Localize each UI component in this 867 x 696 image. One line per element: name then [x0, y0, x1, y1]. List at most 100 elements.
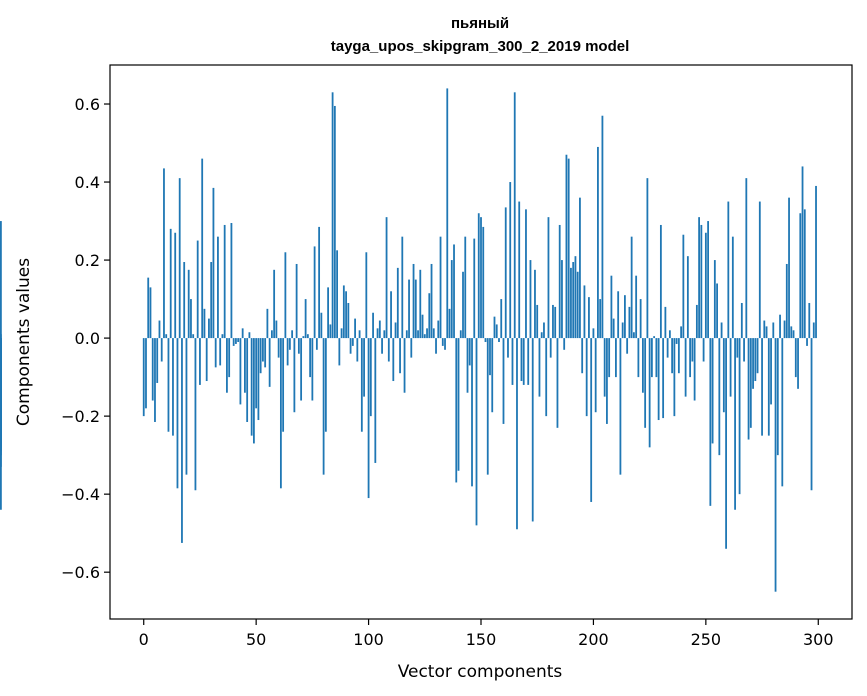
bar: [360, 338, 363, 432]
bar: [711, 338, 714, 444]
bar: [788, 197, 790, 339]
bar: [259, 338, 262, 374]
bar: [653, 336, 656, 339]
bar: [412, 263, 415, 339]
bar: [770, 338, 772, 405]
bar: [158, 320, 161, 339]
bar: [399, 338, 401, 374]
bar: [626, 338, 629, 354]
bar: [205, 338, 208, 382]
bar: [347, 302, 350, 339]
bar: [563, 338, 566, 350]
bar: [516, 338, 518, 530]
bar: [774, 338, 777, 592]
bar: [810, 338, 813, 491]
x-tick-label: 300: [803, 630, 834, 649]
bar: [235, 338, 237, 344]
bar: [792, 330, 795, 339]
bar: [145, 338, 147, 409]
bar: [779, 314, 781, 339]
bar: [655, 338, 658, 378]
bar: [666, 338, 669, 358]
bar: [214, 338, 217, 368]
bar: [806, 338, 808, 346]
bar: [504, 207, 507, 339]
bar: [716, 283, 718, 339]
bar: [662, 338, 665, 419]
bar: [527, 338, 530, 385]
y-axis: −0.6 −0.4 −0.2 0.0 0.2 0.4 0.6: [61, 95, 110, 582]
bar: [396, 267, 399, 339]
bar: [495, 324, 498, 339]
bar: [320, 312, 323, 339]
bar: [756, 338, 759, 374]
bar: [668, 330, 671, 339]
bar: [720, 322, 723, 339]
bar: [275, 320, 278, 339]
bar: [408, 279, 410, 339]
bar: [0, 338, 2, 467]
bar: [659, 224, 662, 339]
bar: [603, 338, 606, 397]
bar: [624, 295, 626, 339]
bar: [686, 256, 689, 339]
bar: [763, 320, 766, 339]
y-tick-label: −0.6: [61, 563, 100, 582]
bar: [309, 338, 312, 378]
bar: [381, 338, 383, 354]
bar: [635, 275, 638, 339]
bar: [698, 217, 700, 339]
bar: [574, 256, 577, 339]
bar: [351, 338, 354, 346]
bar: [480, 217, 482, 339]
bar: [588, 297, 590, 339]
bar: [217, 236, 219, 339]
bar: [318, 226, 321, 339]
bar: [273, 269, 276, 339]
bar: [288, 338, 291, 350]
bar: [419, 269, 422, 339]
bar: [277, 338, 280, 358]
bar: [432, 328, 435, 339]
bar: [570, 267, 572, 339]
bar: [270, 330, 273, 339]
bar: [405, 330, 408, 339]
bar: [511, 338, 514, 385]
bar: [608, 338, 611, 378]
bar: [154, 338, 156, 422]
bar: [149, 287, 152, 339]
bar: [241, 328, 244, 339]
bar: [453, 244, 455, 339]
bar: [147, 277, 150, 339]
bar: [376, 328, 379, 339]
bar: [464, 236, 467, 339]
bar: [212, 187, 215, 339]
bar: [776, 338, 779, 456]
bar: [372, 312, 374, 339]
bar: [558, 224, 561, 339]
bar: [556, 338, 559, 428]
bar: [713, 260, 716, 339]
bar: [151, 338, 154, 401]
bar: [354, 318, 356, 339]
bar: [342, 285, 345, 339]
bar: [181, 338, 183, 543]
bar: [689, 338, 692, 378]
bar: [374, 338, 377, 463]
bar: [522, 338, 525, 385]
bar: [709, 338, 712, 506]
bar: [772, 322, 775, 339]
bar: [250, 338, 253, 436]
bar: [747, 338, 750, 440]
bar: [392, 338, 395, 382]
bar: [671, 338, 674, 374]
bar: [606, 338, 608, 424]
bar: [286, 338, 289, 366]
bar: [165, 334, 168, 339]
bar: [401, 236, 404, 339]
y-tick-label: 0.0: [75, 329, 100, 348]
bar: [693, 338, 696, 401]
bar: [581, 338, 584, 374]
y-tick-label: 0.2: [75, 251, 100, 270]
bar: [684, 338, 687, 397]
